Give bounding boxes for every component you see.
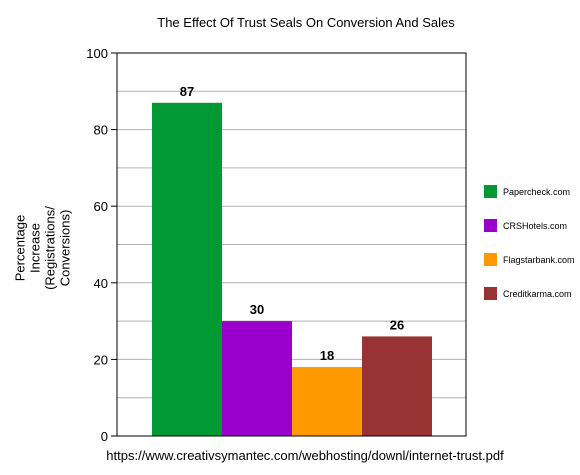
y-axis-label: Percentage Increase (Registrations/Convers…: [13, 206, 73, 290]
legend-swatch: [484, 287, 497, 300]
plot-frame: [116, 52, 467, 437]
y-tick-label: 0: [101, 429, 108, 444]
data-label: 30: [250, 302, 264, 317]
y-tick-label: 60: [94, 199, 108, 214]
bar-crshotels-com: [222, 321, 292, 436]
y-axis-label-line: Conversions): [58, 210, 73, 287]
y-tick-label: 20: [94, 352, 108, 367]
legend-label: Papercheck.com: [503, 187, 570, 197]
y-tick-label: 80: [94, 123, 108, 138]
data-label: 18: [320, 348, 334, 363]
legend: Papercheck.com CRSHotels.com Flagstarbank.…: [484, 185, 575, 300]
bar-papercheck-com: [152, 102, 222, 436]
legend-label: Flagstarbank.com: [503, 255, 575, 265]
y-axis-label-group: Percentage Increase (Registrations/Convers…: [13, 206, 73, 290]
y-axis-label-line: Increase: [28, 223, 43, 273]
axes: 0 20 40 60 80 100: [86, 46, 467, 444]
y-tick-label: 100: [86, 46, 108, 61]
legend-swatch: [484, 185, 497, 198]
y-axis-label-line: Percentage: [13, 215, 28, 282]
bar-flagstarbank-com: [292, 367, 362, 436]
legend-swatch: [484, 219, 497, 232]
legend-swatch: [484, 253, 497, 266]
data-label: 87: [180, 84, 194, 99]
y-axis-label-line: (Registrations/: [43, 206, 58, 290]
legend-label: Creditkarma.com: [503, 289, 572, 299]
legend-label: CRSHotels.com: [503, 221, 567, 231]
data-label: 26: [390, 317, 404, 332]
bars: 87 30 18 26: [152, 84, 432, 436]
x-axis-label: https://www.creativsymantec.com/webhosti…: [106, 448, 504, 463]
bar-creditkarma-com: [362, 336, 432, 436]
y-tick-label: 40: [94, 276, 108, 291]
chart-title: The Effect Of Trust Seals On Conversion …: [157, 15, 455, 30]
